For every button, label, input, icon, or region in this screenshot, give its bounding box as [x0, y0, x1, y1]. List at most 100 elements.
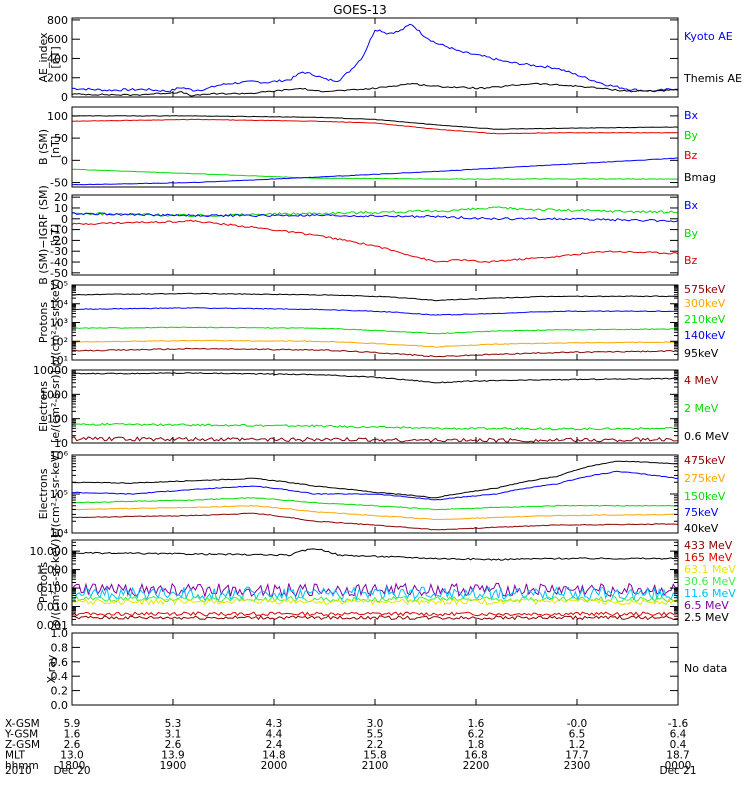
y-tick-label: 10⁴ [50, 527, 69, 540]
x-row-value: 5.5 [367, 729, 384, 741]
legend-entry: 0.6 MeV [684, 430, 729, 443]
x-row-value: -0.0 [567, 718, 588, 730]
series-line-protons_mev-1 [71, 582, 679, 598]
x-row-value: 6.4 [670, 729, 687, 741]
y-tick-label: -10 [50, 224, 68, 237]
legend-entry: Bmag [684, 171, 716, 184]
x-row-value: 6.5 [569, 729, 586, 741]
x-row-label: hhmm [5, 760, 39, 772]
y-axis-label-line: Electrons [37, 468, 50, 519]
series-line-protons_kev-2 [72, 326, 679, 335]
y-axis-label: B (SM)−IGRF (SM)[nT] [37, 185, 62, 285]
series-line-protons_kev-4 [71, 347, 679, 358]
end-date-label: Dec 21 [659, 765, 696, 777]
y-axis-label-line: [nT] [49, 46, 62, 68]
y-tick-label: -20 [50, 234, 68, 247]
y-tick-label: -50 [50, 177, 68, 190]
y-tick-label: 0.6 [51, 656, 69, 669]
panel-frame [71, 194, 679, 276]
y-tick-label: 400 [47, 52, 68, 65]
legend-entry: 11.6 MeV [684, 587, 736, 600]
y-tick-label: 20 [54, 191, 68, 204]
x-row-value: 2300 [564, 760, 591, 772]
y-axis-label: AE_index[nT] [37, 32, 62, 83]
legend-entry: 150keV [684, 490, 726, 503]
y-axis-label-line: [p/(cm²-s-sr-keV)] [49, 534, 62, 631]
legend-entry: 165 MeV [684, 551, 733, 564]
y-tick-label: 10 [54, 437, 68, 450]
y-tick-label: 10² [50, 335, 68, 348]
legend-entry: 75keV [684, 506, 719, 519]
legend-entry: 6.5 MeV [684, 599, 729, 612]
x-row-value: 15.8 [363, 750, 386, 762]
y-axis-label: Protonsp/(cm²-s-sr-keV) [37, 279, 62, 367]
x-row-value: 2.6 [64, 739, 81, 751]
panel-xray: 1.00.8 0.60.4 0.20.0 X-ray No data [45, 627, 727, 712]
series-line-ae-0 [71, 23, 679, 93]
legend-entry: 30.6 MeV [684, 575, 736, 588]
y-tick-label: 10⁴ [50, 298, 69, 311]
x-row-value: 18.7 [666, 750, 689, 762]
y-axis-label-line: AE_index [37, 32, 50, 83]
y-axis-label-line: [nT] [49, 136, 62, 158]
y-axis-label-line: Electrons [37, 381, 50, 432]
series-line-protons_mev-5 [71, 611, 679, 617]
series-line-bigrf-1 [71, 212, 679, 223]
x-row-value: 5.3 [165, 718, 182, 730]
y-tick-label: 100 [47, 413, 68, 426]
legend-entry: Bx [684, 199, 699, 212]
y-tick-label: 1.0 [51, 627, 69, 640]
legend-entry: By [684, 227, 699, 240]
x-row-value: 4.3 [266, 718, 283, 730]
series-line-protons_mev-0 [71, 548, 679, 561]
x-row-value: 3.1 [165, 729, 182, 741]
series-line-protons_mev-6 [71, 615, 679, 621]
y-axis-label-line: p/(cm²-s-sr-keV) [49, 279, 62, 367]
y-tick-label: 0 [61, 154, 68, 167]
panel-frame [71, 369, 679, 444]
x-row-label: MLT [5, 750, 25, 762]
y-axis-label-line: [nT] [49, 224, 62, 246]
x-axis-labels: X-GSM 5.9 5.3 4.3 3.0 1.6 -0.0 -1.6 Y-GSM 1.6 3.1 4… [4, 718, 697, 777]
y-tick-label: 10⁵ [50, 279, 68, 292]
y-axis-label-line: B (SM)−IGRF (SM) [37, 185, 50, 285]
panel-frame [71, 632, 679, 706]
legend-entry: 95keV [684, 347, 719, 360]
legend-entry: Themis AE [683, 72, 742, 85]
legend-entry: Bz [684, 149, 698, 162]
y-tick-label: 10³ [50, 317, 68, 330]
y-tick-label: 1000 [40, 388, 68, 401]
y-tick-label: 10.000 [30, 545, 69, 558]
y-tick-label: -50 [50, 267, 68, 280]
x-row-value: 13.9 [161, 750, 184, 762]
legend-entry: 140keV [684, 329, 726, 342]
legend-entry: 275keV [684, 472, 726, 485]
y-axis-label-line: X-ray [45, 654, 58, 683]
panel-ae: 800 600 400 200 0 AE_index[nT] Kyoto AE Themis … [37, 14, 742, 104]
y-tick-label: 200 [47, 72, 68, 85]
series-line-bsm-0 [71, 115, 679, 130]
panel-protons_mev: 10.0001.0000.1000.0100.001Protons[p/(cm²… [30, 534, 737, 632]
x-row-value: 13.0 [60, 750, 83, 762]
series-line-protons_kev-3 [71, 339, 679, 348]
legend-entry: Bx [684, 109, 699, 122]
y-tick-label: 0.8 [51, 641, 69, 654]
y-tick-label: 10¹ [50, 354, 68, 367]
legend-entry: 63.1 MeV [684, 563, 736, 576]
series-line-electrons_kev-4 [71, 512, 678, 531]
x-row-value: 2200 [463, 760, 490, 772]
legend-entry: 210keV [684, 313, 726, 326]
x-row-value: 2.4 [266, 739, 283, 751]
y-axis-label: X-ray [45, 654, 58, 683]
y-tick-label: 10⁵ [50, 488, 68, 501]
legend-entry: By [684, 129, 699, 142]
y-tick-label: 0 [61, 91, 68, 104]
x-row-label: X-GSM [5, 718, 40, 730]
x-row-value: 0.4 [670, 739, 687, 751]
y-tick-label: 0.2 [51, 685, 69, 698]
y-tick-label: 10 [54, 202, 68, 215]
series-line-bigrf-0 [71, 206, 679, 218]
